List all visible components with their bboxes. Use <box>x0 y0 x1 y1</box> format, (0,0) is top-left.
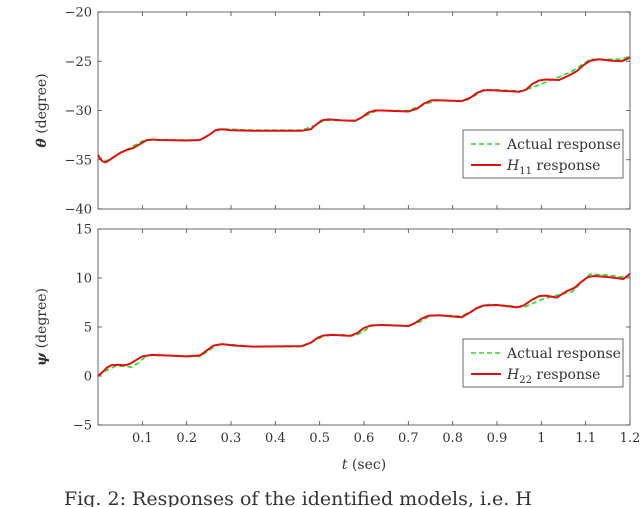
legend-entry: H11 response <box>506 158 600 177</box>
x-tick-label: 0.2 <box>176 431 197 446</box>
y-axis-unit: (degree) <box>34 288 50 353</box>
y-tick-label: −5 <box>73 419 92 434</box>
legend-suffix: response <box>532 158 601 174</box>
x-tick-label: 1.2 <box>620 431 640 446</box>
x-axis-unit: (sec) <box>347 457 386 473</box>
legend-symbol: H <box>506 367 520 383</box>
legend-entry: Actual response <box>506 346 621 362</box>
legend-suffix: response <box>532 367 601 383</box>
x-tick-label: 0.6 <box>354 431 375 446</box>
y-tick-label: 0 <box>84 370 92 385</box>
legend: Actual response H22 response <box>462 338 624 388</box>
legend-entry: H22 response <box>506 367 600 386</box>
x-tick-label: 1.1 <box>575 431 596 446</box>
theta-panel: −40 −35 −30 −25 −20 θ (degree) Actual response… <box>34 6 631 218</box>
x-tick-label: 1 <box>537 431 545 446</box>
x-tick-label: 0.4 <box>265 431 286 446</box>
figure-caption: Fig. 2: Responses of the identified mode… <box>64 488 532 507</box>
legend-entry: Actual response <box>506 137 621 153</box>
y-tick-label: −35 <box>65 153 92 168</box>
legend-box <box>462 338 624 388</box>
legend-subscript: 22 <box>519 375 532 386</box>
x-tick-label: 0.7 <box>398 431 419 446</box>
y-axis-symbol: ψ <box>34 352 50 366</box>
legend-label: Actual response <box>506 137 621 153</box>
plot-frame <box>97 11 631 210</box>
y-axis-symbol: θ <box>34 138 50 148</box>
y-tick-label: −20 <box>65 6 92 21</box>
model-response-line <box>98 56 630 164</box>
y-axis-label: θ (degree) <box>34 73 50 147</box>
model-response-line <box>98 272 630 377</box>
y-tick-label: −30 <box>65 104 92 119</box>
legend-box <box>462 129 624 179</box>
psi-panel: −5 0 5 10 15 0.1 0.2 0.3 0.4 0.5 0.6 0.7 0.8 0.9 1 1.1 1… <box>34 223 640 474</box>
legend-symbol: H <box>506 158 520 174</box>
x-tick-label: 0.1 <box>132 431 153 446</box>
y-tick-label: 5 <box>84 321 92 336</box>
x-tick-label: 0.9 <box>487 431 508 446</box>
legend: Actual response H11 response <box>462 129 624 179</box>
y-axis-label: ψ (degree) <box>34 288 50 366</box>
y-axis-unit: (degree) <box>34 73 50 138</box>
x-tick-label: 0.8 <box>442 431 463 446</box>
y-tick-label: −25 <box>65 55 92 70</box>
y-tick-label: −40 <box>65 203 92 218</box>
x-axis-symbol: t <box>342 457 348 473</box>
legend-subscript: 11 <box>519 166 532 177</box>
y-tick-label: 10 <box>75 272 92 287</box>
x-axis-label: t (sec) <box>342 457 386 473</box>
actual-response-line <box>98 273 630 377</box>
x-tick-label: 0.5 <box>309 431 330 446</box>
legend-label: Actual response <box>506 346 621 362</box>
y-tick-label: 15 <box>75 223 92 238</box>
x-tick-label: 0.3 <box>221 431 242 446</box>
